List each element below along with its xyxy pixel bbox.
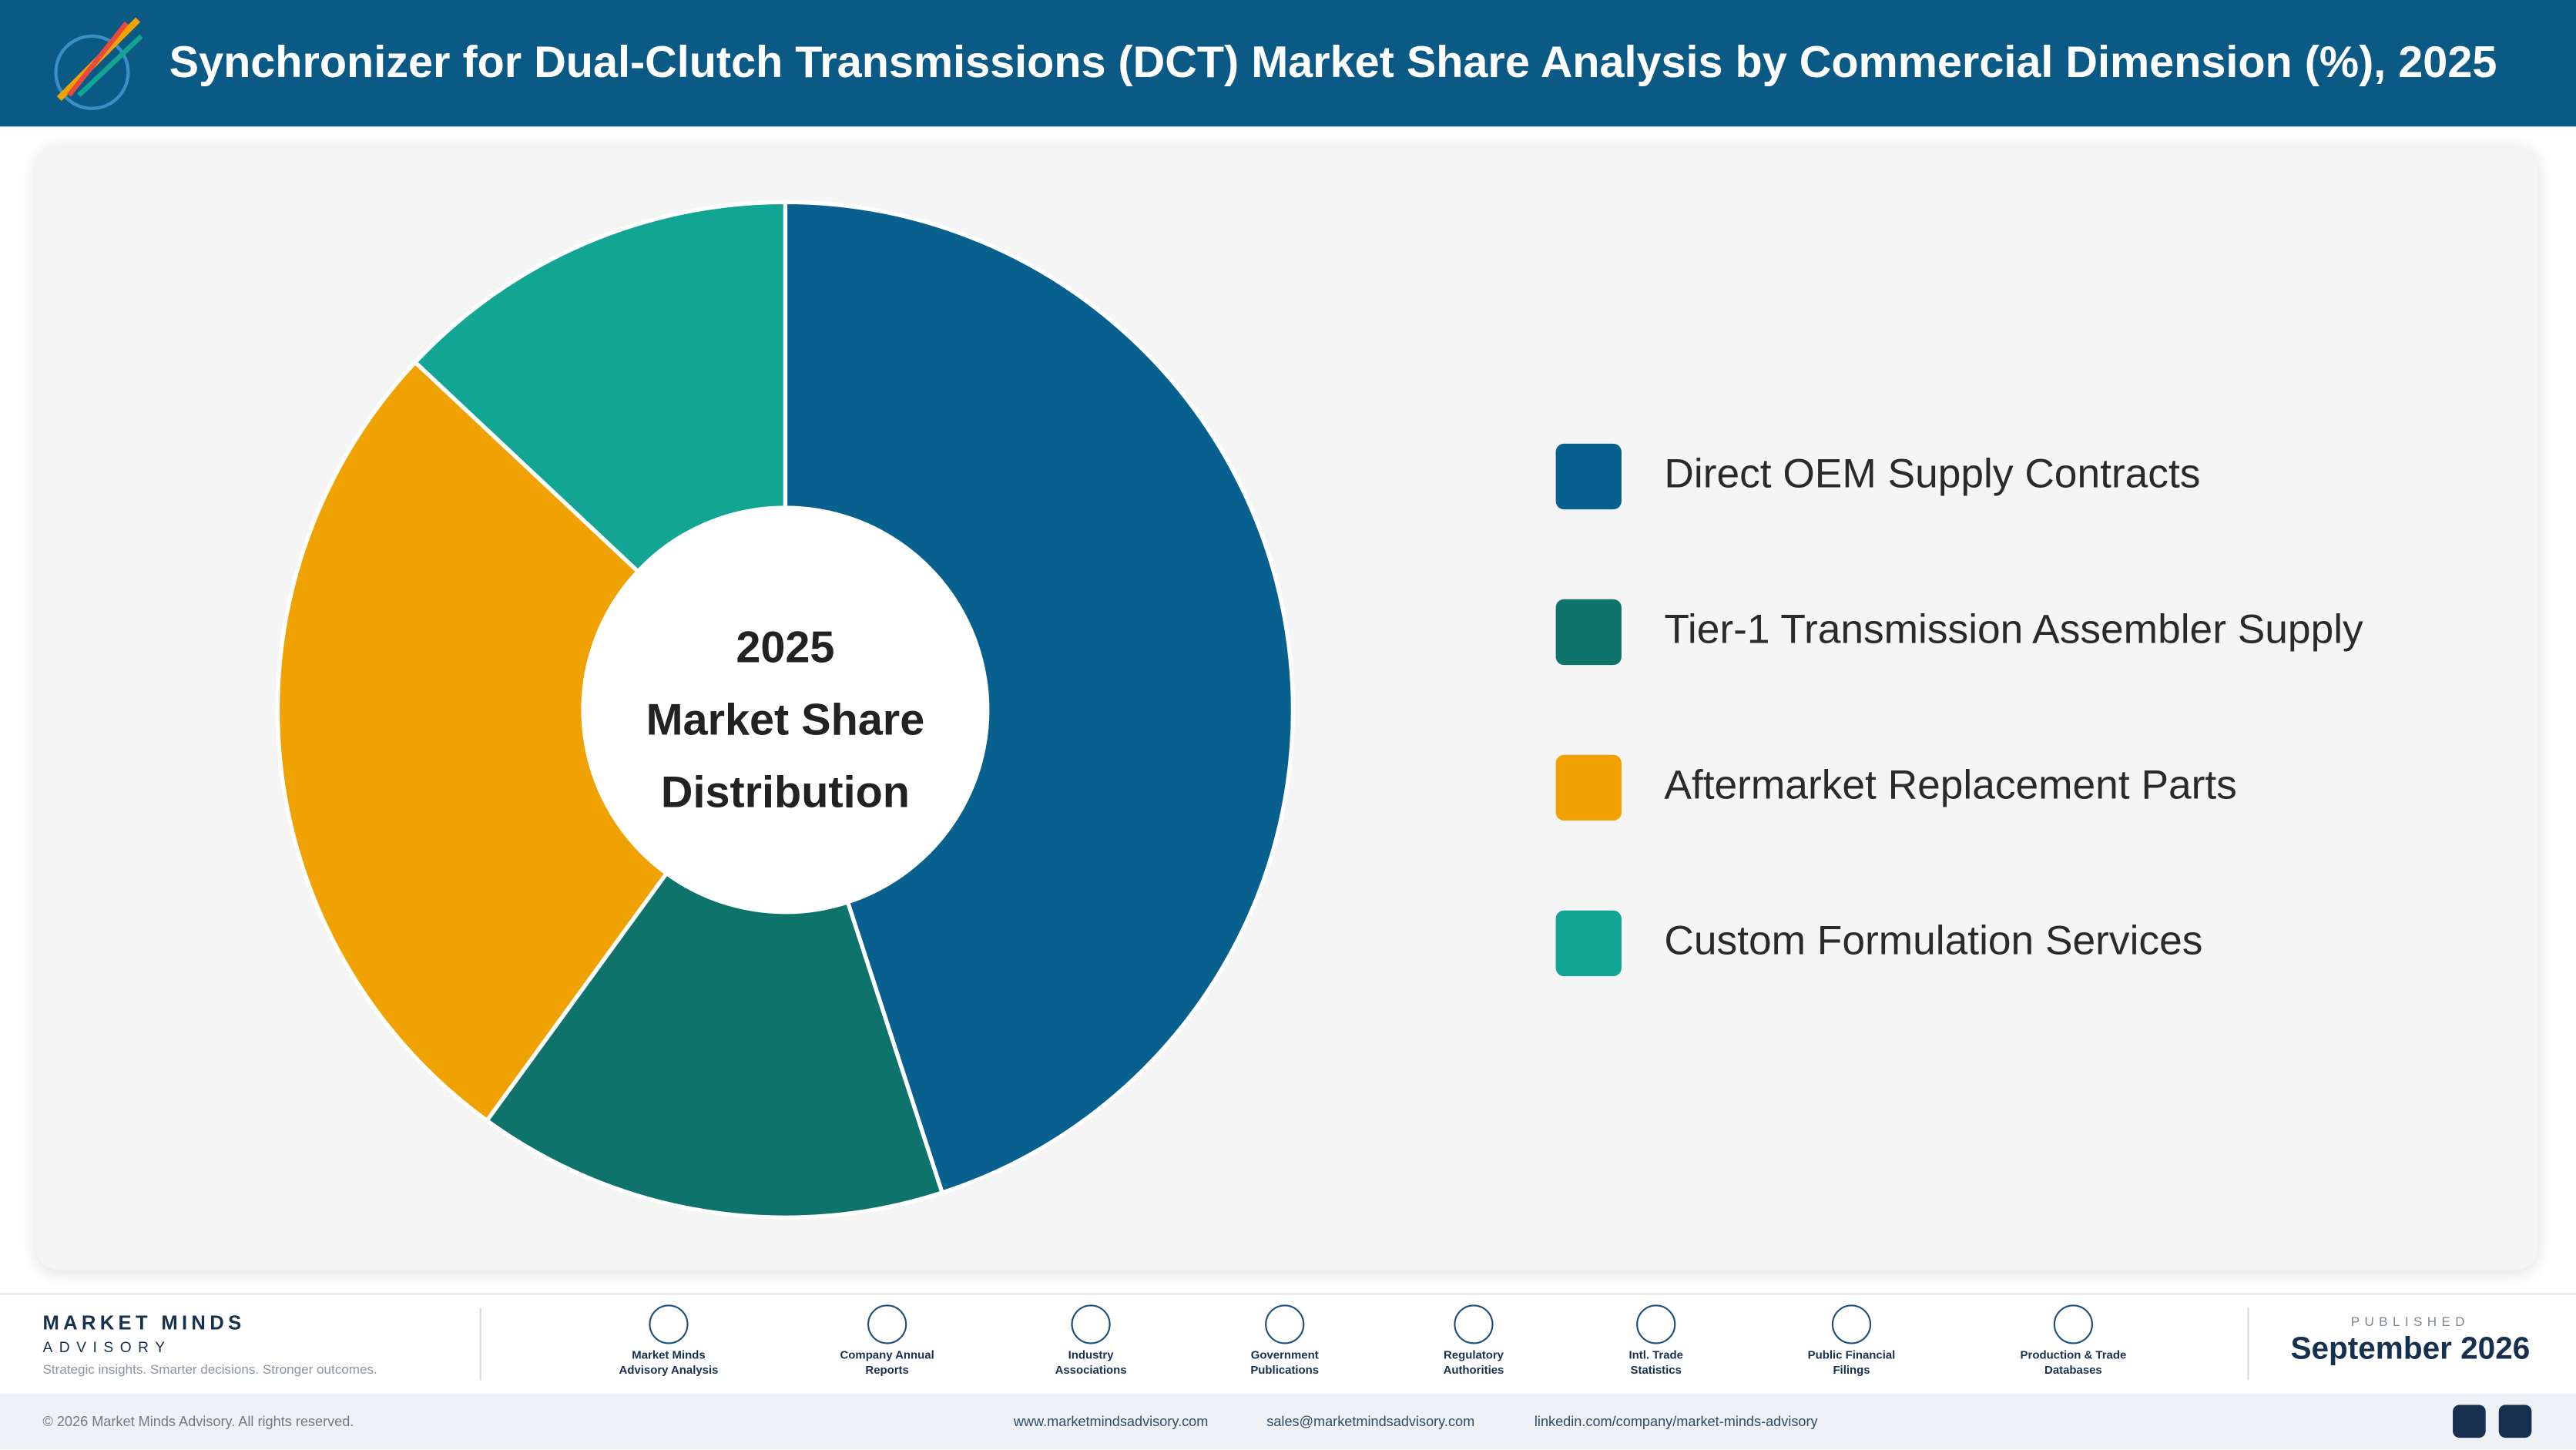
published-label: PUBLISHED: [2350, 1314, 2470, 1330]
legend-swatch: [1555, 910, 1622, 977]
footer: MARKET MINDS ADVISORY Strategic insights…: [0, 1293, 2576, 1394]
source-label: Intl. Trade Statistics: [1628, 1351, 1683, 1377]
source-item: Regulatory Authorities: [1400, 1304, 1548, 1378]
source-icon: [1636, 1304, 1676, 1344]
source-item: Public Financial Filings: [1778, 1304, 1926, 1378]
tagline: Strategic insights. Smarter decisions. S…: [42, 1361, 377, 1378]
page-title: Synchronizer for Dual-Clutch Transmissio…: [169, 38, 2497, 88]
source-label: Production & Trade Databases: [2020, 1351, 2127, 1377]
source-label: Government Publications: [1250, 1351, 1320, 1377]
copyright: © 2026 Market Minds Advisory. All rights…: [42, 1413, 354, 1430]
source-label: Market Minds Advisory Analysis: [619, 1351, 719, 1377]
youtube-button[interactable]: [2498, 1405, 2532, 1438]
legend-label: Custom Formulation Services: [1664, 918, 2202, 963]
published-date: September 2026: [2290, 1332, 2531, 1368]
legend-swatch: [1555, 599, 1622, 666]
email-link[interactable]: sales@marketmindsadvisory.com: [1266, 1413, 1475, 1430]
brand-sub: ADVISORY: [42, 1339, 172, 1356]
legend-label: Tier-1 Transmission Assembler Supply: [1664, 607, 2363, 653]
source-icon: [1831, 1304, 1872, 1344]
source-label: Public Financial Filings: [1807, 1351, 1896, 1377]
linkedin-link[interactable]: linkedin.com/company/market-minds-adviso…: [1534, 1413, 1818, 1430]
brand: MARKET MINDS ADVISORY Strategic insights…: [42, 1311, 377, 1377]
source-icon: [1454, 1304, 1494, 1344]
separator: [479, 1307, 481, 1381]
published: PUBLISHED September 2026: [2290, 1314, 2530, 1368]
x-button[interactable]: [2453, 1405, 2486, 1438]
source-item: Industry Associations: [1017, 1304, 1165, 1378]
legend-label: Aftermarket Replacement Parts: [1664, 762, 2236, 807]
bottom-bar: © 2026 Market Minds Advisory. All rights…: [0, 1393, 2576, 1449]
source-icon: [867, 1304, 907, 1344]
source-icon: [1071, 1304, 1111, 1344]
source-item: Company Annual Reports: [813, 1304, 961, 1378]
source-label: Regulatory Authorities: [1443, 1351, 1504, 1377]
center-label: 2025: [736, 623, 834, 673]
source-icon: [649, 1304, 689, 1344]
separator: [2247, 1307, 2249, 1381]
source-item: Production & Trade Databases: [1999, 1304, 2147, 1378]
source-item: Market Minds Advisory Analysis: [595, 1304, 743, 1378]
donut-hole: [583, 507, 988, 912]
legend-label: Direct OEM Supply Contracts: [1664, 451, 2200, 497]
brand-name: MARKET MINDS: [42, 1311, 246, 1334]
source-item: Government Publications: [1211, 1304, 1359, 1378]
header: Synchronizer for Dual-Clutch Transmissio…: [0, 0, 2576, 127]
legend-swatch: [1555, 754, 1622, 821]
center-label: Distribution: [661, 767, 910, 817]
website-link[interactable]: www.marketmindsadvisory.com: [1013, 1413, 1209, 1430]
source-icon: [1265, 1304, 1305, 1344]
source-icon: [2053, 1304, 2093, 1344]
source-item: Intl. Trade Statistics: [1582, 1304, 1730, 1378]
logo: [54, 17, 143, 110]
center-label: Market Share: [646, 696, 925, 745]
source-label: Company Annual Reports: [840, 1351, 934, 1377]
legend-swatch: [1555, 443, 1622, 510]
source-label: Industry Associations: [1055, 1351, 1127, 1377]
